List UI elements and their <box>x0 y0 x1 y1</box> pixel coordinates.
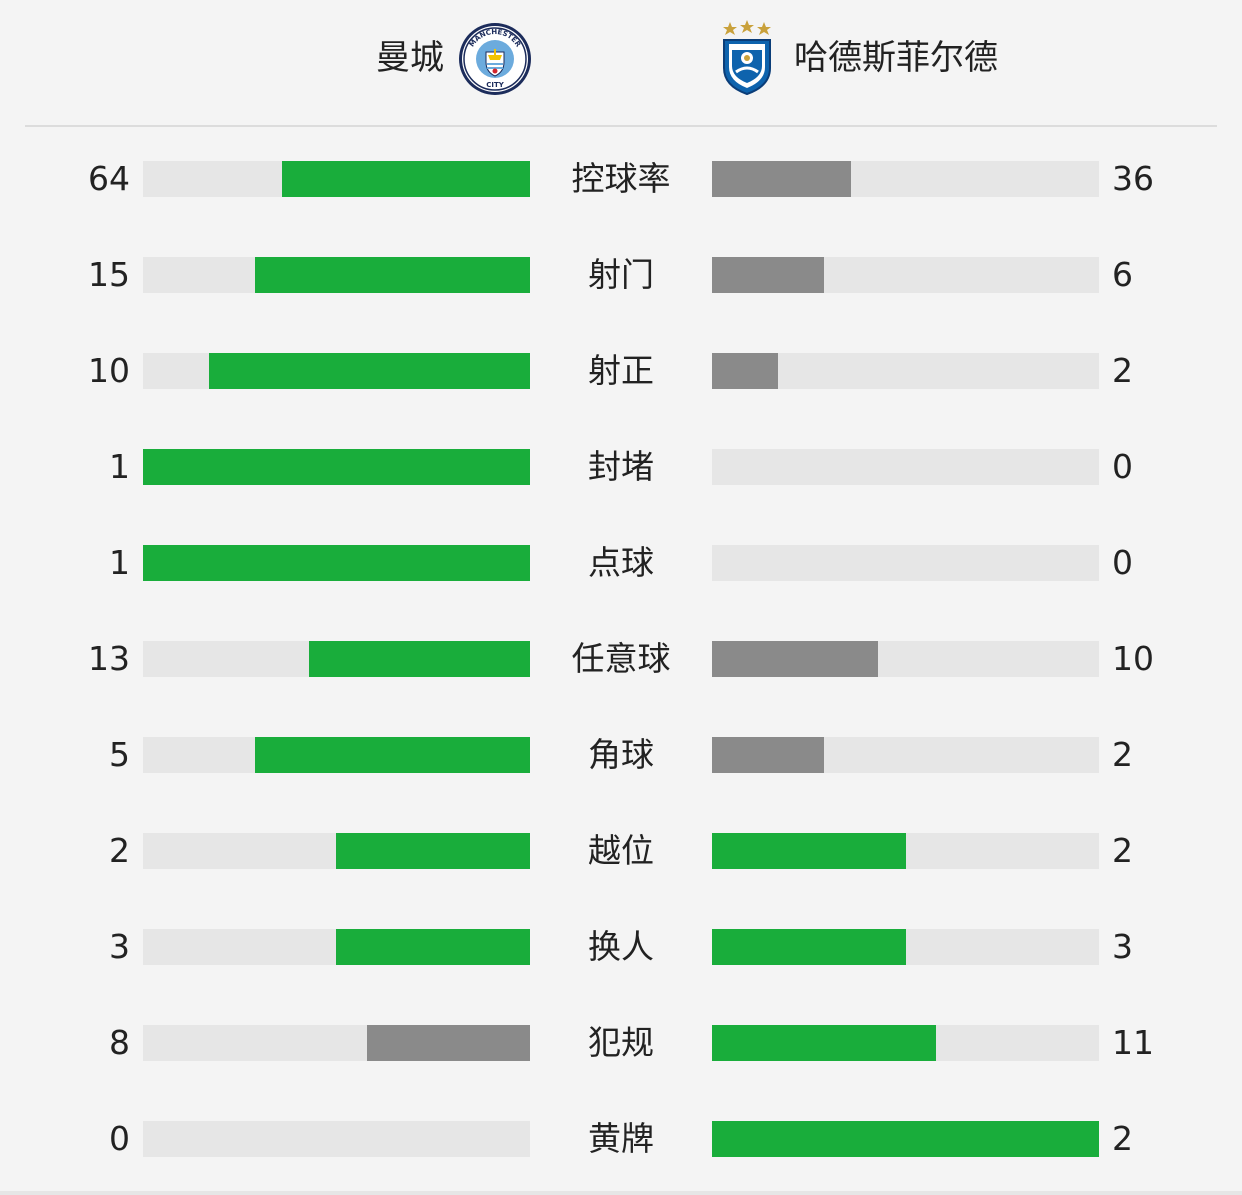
home-stat-bar-fill <box>336 929 530 965</box>
stat-row: 2 越位 2 <box>0 833 1242 869</box>
away-stat-value: 0 <box>1112 543 1133 582</box>
stat-label: 射门 <box>588 255 654 294</box>
bottom-divider <box>0 1191 1242 1195</box>
away-stat-bar-fill <box>712 737 824 773</box>
home-stat-bar-fill <box>282 161 530 197</box>
away-stat-value: 2 <box>1112 351 1133 390</box>
home-stat-bar-fill <box>367 1025 530 1061</box>
home-stat-bar <box>143 545 530 581</box>
stat-row: 13 任意球 10 <box>0 641 1242 677</box>
stat-label: 射正 <box>588 351 654 390</box>
home-stat-bar <box>143 1121 530 1157</box>
home-stat-bar <box>143 257 530 293</box>
stat-label: 点球 <box>588 543 654 582</box>
away-stat-bar-fill <box>712 161 851 197</box>
away-stat-value: 10 <box>1112 639 1154 678</box>
manchester-city-crest-icon: MANCHESTER CITY <box>459 23 531 95</box>
stat-label: 越位 <box>588 831 654 870</box>
away-stat-bar <box>712 545 1099 581</box>
home-stat-value: 3 <box>109 927 130 966</box>
home-stat-value: 8 <box>109 1023 130 1062</box>
home-stat-bar-fill <box>143 545 530 581</box>
away-stat-bar <box>712 929 1099 965</box>
stat-label: 换人 <box>588 927 654 966</box>
stat-row: 1 封堵 0 <box>0 449 1242 485</box>
away-stat-bar <box>712 833 1099 869</box>
away-stat-value: 3 <box>1112 927 1133 966</box>
away-stat-value: 2 <box>1112 735 1133 774</box>
stat-label: 控球率 <box>571 159 671 198</box>
home-stat-bar <box>143 641 530 677</box>
home-stat-bar <box>143 737 530 773</box>
home-stat-value: 2 <box>109 831 130 870</box>
away-stat-bar-fill <box>712 1121 1099 1157</box>
huddersfield-town-crest-icon <box>723 20 771 96</box>
home-stat-bar-fill <box>209 353 530 389</box>
away-stat-bar-fill <box>712 833 906 869</box>
away-stat-value: 11 <box>1112 1023 1154 1062</box>
home-stat-bar <box>143 1025 530 1061</box>
away-stat-value: 2 <box>1112 1119 1133 1158</box>
stat-label: 犯规 <box>588 1023 654 1062</box>
home-stat-bar <box>143 929 530 965</box>
home-stat-value: 13 <box>88 639 130 678</box>
away-stat-bar <box>712 1121 1099 1157</box>
home-stat-bar <box>143 353 530 389</box>
away-stat-value: 36 <box>1112 159 1154 198</box>
away-stat-bar-fill <box>712 1025 936 1061</box>
away-stat-bar-fill <box>712 257 824 293</box>
home-stat-bar <box>143 161 530 197</box>
away-stat-bar <box>712 449 1099 485</box>
away-stat-value: 6 <box>1112 255 1133 294</box>
home-stat-bar-fill <box>309 641 530 677</box>
home-stat-value: 0 <box>109 1119 130 1158</box>
home-stat-bar-fill <box>336 833 530 869</box>
home-stat-bar-fill <box>255 257 530 293</box>
svg-text:CITY: CITY <box>486 81 505 89</box>
away-stat-bar <box>712 353 1099 389</box>
home-stat-value: 1 <box>109 543 130 582</box>
stat-label: 封堵 <box>588 447 654 486</box>
home-team-name: 曼城 <box>376 38 444 78</box>
home-stat-value: 5 <box>109 735 130 774</box>
away-stat-bar-fill <box>712 929 906 965</box>
away-stat-bar <box>712 641 1099 677</box>
stat-row: 5 角球 2 <box>0 737 1242 773</box>
stat-row: 3 换人 3 <box>0 929 1242 965</box>
away-stat-bar-fill <box>712 641 878 677</box>
home-stat-value: 64 <box>88 159 130 198</box>
away-stat-bar <box>712 257 1099 293</box>
home-stat-value: 1 <box>109 447 130 486</box>
home-stat-bar <box>143 449 530 485</box>
away-team-name: 哈德斯菲尔德 <box>794 38 998 78</box>
stat-row: 10 射正 2 <box>0 353 1242 389</box>
home-stat-bar-fill <box>143 449 530 485</box>
stat-label: 角球 <box>588 735 654 774</box>
away-stat-value: 2 <box>1112 831 1133 870</box>
stat-row: 1 点球 0 <box>0 545 1242 581</box>
stat-label: 黄牌 <box>588 1119 654 1158</box>
away-stat-bar <box>712 161 1099 197</box>
home-stat-value: 10 <box>88 351 130 390</box>
away-stat-value: 0 <box>1112 447 1133 486</box>
stat-row: 8 犯规 11 <box>0 1025 1242 1061</box>
stat-label: 任意球 <box>571 639 671 678</box>
away-stat-bar <box>712 1025 1099 1061</box>
away-stat-bar <box>712 737 1099 773</box>
match-header: 曼城 MANCHESTER CITY 哈德斯菲尔德 <box>0 0 1242 126</box>
stat-row: 64 控球率 36 <box>0 161 1242 197</box>
stat-row: 15 射门 6 <box>0 257 1242 293</box>
home-stat-bar-fill <box>255 737 530 773</box>
away-stat-bar-fill <box>712 353 778 389</box>
header-divider <box>25 125 1217 127</box>
stat-row: 0 黄牌 2 <box>0 1121 1242 1157</box>
home-stat-value: 15 <box>88 255 130 294</box>
home-stat-bar <box>143 833 530 869</box>
